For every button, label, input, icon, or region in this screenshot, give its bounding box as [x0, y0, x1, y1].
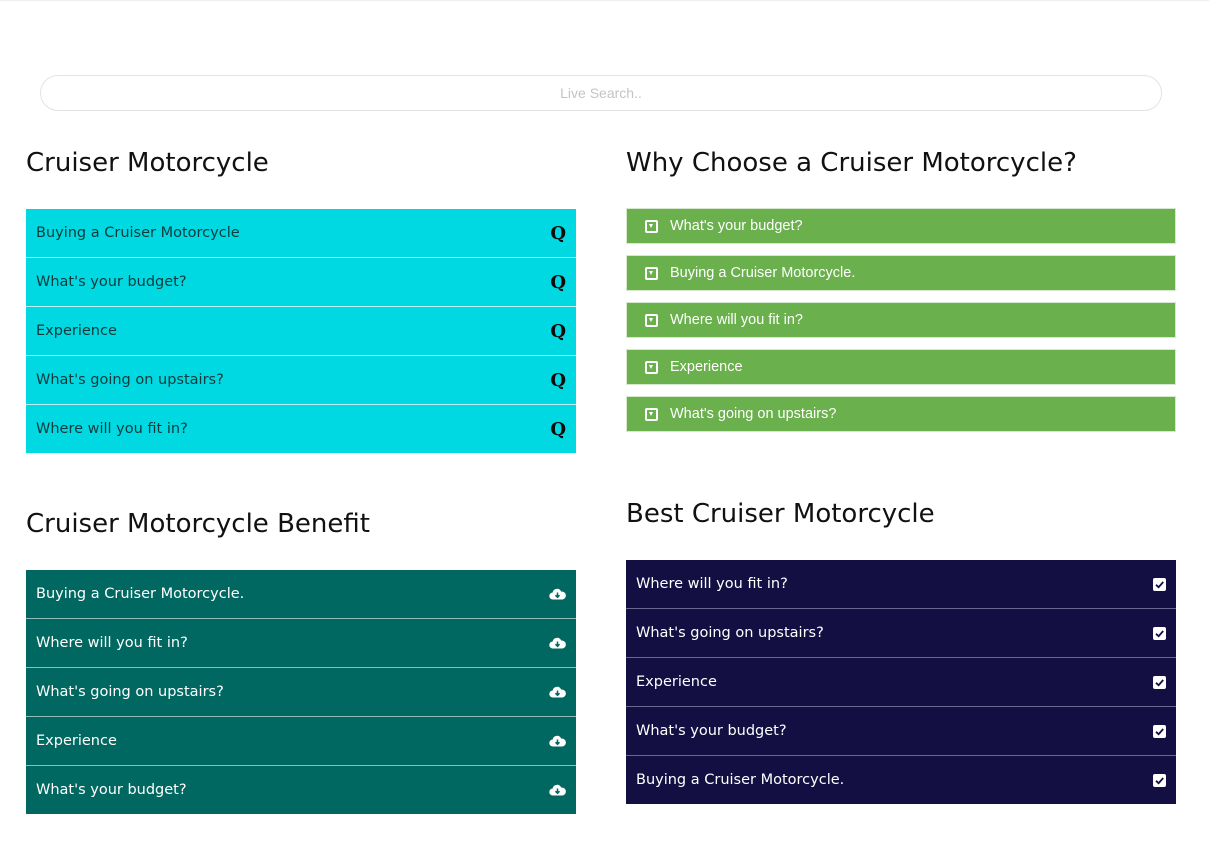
- question-icon: Q: [550, 222, 566, 244]
- faq-item[interactable]: Buying a Cruiser Motorcycle.: [26, 570, 576, 619]
- faq-list-benefit: Buying a Cruiser Motorcycle. Where will …: [26, 570, 576, 814]
- caret-square-down-icon: [645, 313, 658, 327]
- faq-list-cruiser: Buying a Cruiser Motorcycle Q What's you…: [26, 209, 576, 453]
- faq-item[interactable]: What's going on upstairs?: [26, 668, 576, 717]
- check-square-icon: [1153, 773, 1166, 787]
- faq-item[interactable]: Buying a Cruiser Motorcycle.: [626, 756, 1176, 804]
- faq-item-label: Experience: [36, 323, 117, 339]
- faq-item[interactable]: What's your budget?: [626, 707, 1176, 756]
- caret-square-down-icon: [645, 266, 658, 280]
- faq-item-label: What's your budget?: [36, 782, 187, 798]
- check-square-icon: [1153, 577, 1166, 591]
- check-square-icon: [1153, 724, 1166, 738]
- faq-item[interactable]: Experience Q: [26, 307, 576, 356]
- section-title-benefit: Cruiser Motorcycle Benefit: [26, 509, 370, 539]
- faq-item-label: Experience: [636, 674, 717, 690]
- check-square-icon: [1153, 626, 1166, 640]
- check-square-icon: [1153, 675, 1166, 689]
- faq-item[interactable]: Buying a Cruiser Motorcycle Q: [26, 209, 576, 258]
- faq-item-label: Experience: [670, 359, 743, 375]
- section-title-best: Best Cruiser Motorcycle: [626, 499, 935, 529]
- faq-list-best: Where will you fit in? What's going on u…: [626, 560, 1176, 804]
- cloud-download-icon: [549, 686, 566, 698]
- faq-item[interactable]: Experience: [26, 717, 576, 766]
- top-divider: [0, 0, 1209, 1]
- question-icon: Q: [550, 320, 566, 342]
- faq-item[interactable]: Experience: [626, 658, 1176, 707]
- faq-item[interactable]: What's going on upstairs?: [626, 609, 1176, 658]
- faq-item-label: Where will you fit in?: [36, 635, 188, 651]
- caret-square-down-icon: [645, 407, 658, 421]
- faq-list-why-choose: What's your budget? Buying a Cruiser Mot…: [626, 208, 1176, 443]
- faq-item-label: Buying a Cruiser Motorcycle.: [36, 586, 245, 602]
- faq-item[interactable]: What's your budget?: [26, 766, 576, 814]
- faq-item-label: What's going on upstairs?: [636, 625, 824, 641]
- cloud-download-icon: [549, 735, 566, 747]
- faq-item-label: Buying a Cruiser Motorcycle.: [636, 772, 845, 788]
- faq-item-label: What's your budget?: [36, 274, 187, 290]
- caret-square-down-icon: [645, 360, 658, 374]
- section-title-why-choose: Why Choose a Cruiser Motorcycle?: [626, 148, 1077, 178]
- section-title-cruiser: Cruiser Motorcycle: [26, 148, 269, 178]
- faq-item[interactable]: Experience: [626, 349, 1176, 385]
- question-icon: Q: [550, 418, 566, 440]
- faq-item-label: What's your budget?: [636, 723, 787, 739]
- faq-item-label: What's going on upstairs?: [36, 684, 224, 700]
- faq-item-label: Buying a Cruiser Motorcycle: [36, 225, 240, 241]
- live-search-input[interactable]: [40, 75, 1162, 111]
- search-bar: [40, 75, 1162, 111]
- faq-item[interactable]: Where will you fit in? Q: [26, 405, 576, 453]
- question-icon: Q: [550, 369, 566, 391]
- faq-item-label: What's going on upstairs?: [36, 372, 224, 388]
- caret-square-down-icon: [645, 219, 658, 233]
- cloud-download-icon: [549, 637, 566, 649]
- faq-item-label: What's your budget?: [670, 218, 803, 234]
- faq-item-label: Where will you fit in?: [636, 576, 788, 592]
- cloud-download-icon: [549, 784, 566, 796]
- faq-item[interactable]: Buying a Cruiser Motorcycle.: [626, 255, 1176, 291]
- faq-item[interactable]: What's going on upstairs? Q: [26, 356, 576, 405]
- cloud-download-icon: [549, 588, 566, 600]
- faq-item[interactable]: Where will you fit in?: [626, 302, 1176, 338]
- faq-item[interactable]: Where will you fit in?: [26, 619, 576, 668]
- faq-item[interactable]: Where will you fit in?: [626, 560, 1176, 609]
- faq-item-label: What's going on upstairs?: [670, 406, 837, 422]
- faq-item-label: Buying a Cruiser Motorcycle.: [670, 265, 856, 281]
- faq-item-label: Experience: [36, 733, 117, 749]
- faq-item[interactable]: What's going on upstairs?: [626, 396, 1176, 432]
- faq-item-label: Where will you fit in?: [36, 421, 188, 437]
- question-icon: Q: [550, 271, 566, 293]
- faq-item-label: Where will you fit in?: [670, 312, 803, 328]
- faq-item[interactable]: What's your budget? Q: [26, 258, 576, 307]
- faq-item[interactable]: What's your budget?: [626, 208, 1176, 244]
